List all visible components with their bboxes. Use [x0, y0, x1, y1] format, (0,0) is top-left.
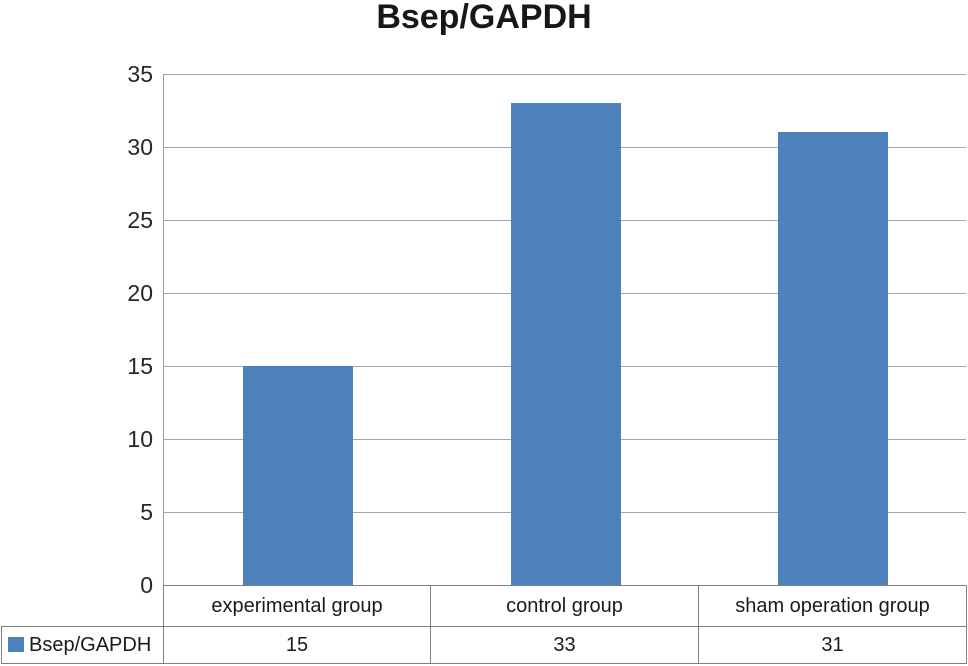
value-cell-2: 31 [698, 626, 967, 664]
legend-cell: Bsep/GAPDH [1, 626, 164, 664]
legend-swatch-icon [8, 636, 24, 652]
gridline-35 [164, 74, 966, 75]
value-cell-0: 15 [163, 626, 431, 664]
y-axis-label-25: 25 [127, 207, 153, 233]
y-axis-label-30: 30 [127, 134, 153, 160]
y-axis-label-35: 35 [127, 61, 153, 87]
category-cell-0: experimental group [163, 585, 431, 627]
y-axis-label-15: 15 [127, 353, 153, 379]
category-cell-1: control group [430, 585, 699, 627]
bar-sham-operation-group [778, 132, 889, 585]
table-body: experimental group control group sham oper… [1, 585, 967, 664]
chart-title: Bsep/GAPDH [376, 0, 592, 36]
bar-control-group [510, 103, 621, 585]
y-axis-label-0: 0 [140, 572, 153, 598]
bar-experimental-group [242, 366, 353, 585]
value-cell-1: 33 [430, 626, 699, 664]
plot-area [163, 74, 966, 585]
y-axis-label-5: 5 [140, 499, 153, 525]
y-axis-label-10: 10 [127, 426, 153, 452]
legend-label: Bsep/GAPDH [29, 633, 152, 656]
category-cell-2: sham operation group [698, 585, 967, 627]
data-table: experimental group control group sham oper… [1, 585, 967, 664]
y-axis-label-20: 20 [127, 280, 153, 306]
